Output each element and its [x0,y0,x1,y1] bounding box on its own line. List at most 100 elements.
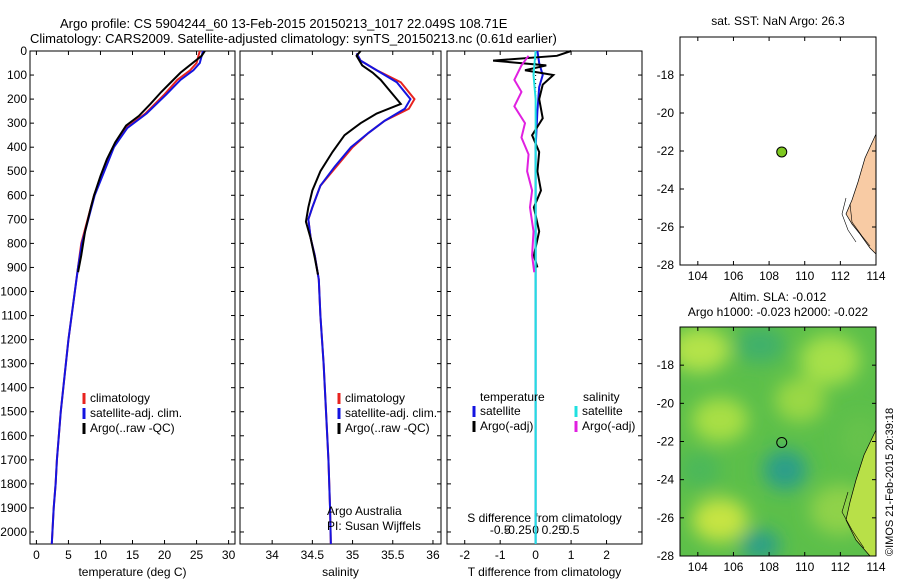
difference-top-tick-label: 0.25 [542,523,566,537]
sla_map-x-tick-label: 114 [866,560,885,574]
salinity-x-tick-label: 34.5 [301,548,325,562]
y-tick-label: 1100 [1,309,27,323]
y-tick-label: 100 [7,68,27,82]
salinity-annotation: PI: Susan Wijffels [327,519,421,533]
difference-top-tick-label: -0.5 [490,523,511,537]
salinity-series-line [307,52,416,545]
difference-legend-label: satellite [582,404,623,418]
salinity-x-tick-label: 34 [265,548,279,562]
y-tick-label: 1400 [0,381,27,395]
sst_map-y-tick-label: -24 [657,182,675,196]
difference-top-tick-label: -0.25 [504,523,532,537]
y-tick-label: 900 [7,260,27,274]
sla_map-y-tick-label: -26 [657,511,675,525]
sst_map-x-tick-label: 108 [759,269,779,283]
salinity-series-line [304,50,403,275]
sla_map-y-tick-label: -18 [657,358,675,372]
sla_map-y-tick-label: -24 [657,473,675,487]
sst-map-land [841,133,877,255]
difference-legend-title: salinity [583,390,620,404]
y-tick-label: 1700 [0,453,27,467]
sst_map-x-tick-label: 114 [866,269,885,283]
temperature-x-tick-label: 10 [94,548,108,562]
sst_map-x-tick-label: 110 [795,269,814,283]
temperature-legend-label: Argo(..raw -QC) [90,421,175,435]
salinity-series-line [307,52,412,545]
salinity-x-tick-label: 35.5 [381,548,405,562]
y-tick-label: 500 [7,164,27,178]
y-tick-label: 1500 [0,405,27,419]
salinity-legend-label: satellite-adj. clim. [345,406,437,420]
y-tick-label: 200 [7,92,27,106]
y-tick-label: 400 [7,140,27,154]
temperature-x-tick-label: 20 [158,548,172,562]
sst-argo-marker [776,146,788,158]
sla-argo-marker [776,436,788,448]
difference-legend-label: Argo(-adj) [582,419,635,433]
credit-text: ©IMOS 21-Feb-2015 20:39:18 [884,407,896,556]
sst-map-title: sat. SST: NaN Argo: 26.3 [711,14,845,28]
salinity-x-tick-label: 35 [346,548,360,562]
sla-map-field [680,327,876,556]
temperature-x-tick-label: 15 [126,548,140,562]
y-tick-label: 600 [7,188,27,202]
sst_map-y-tick-label: -28 [657,258,675,272]
salinity-annotation: Argo Australia [327,504,402,518]
sla-map-title-line2: Argo h1000: -0.023 h2000: -0.022 [688,305,868,319]
temperature-legend-label: satellite-adj. clim. [90,406,182,420]
sla_map-x-tick-label: 104 [688,560,708,574]
y-tick-label: 1200 [0,333,27,347]
difference-xlabel: T difference from climatology [468,565,622,579]
y-tick-label: 1000 [0,284,27,298]
y-tick-label: 2000 [0,525,27,539]
difference-top-tick-label: 0.5 [563,523,580,537]
difference-frame [446,50,643,545]
y-tick-label: 1600 [0,429,27,443]
difference-top-label: S difference from climatology [467,511,622,525]
difference-legend-label: satellite [480,404,521,418]
sst_map-x-tick-label: 106 [723,269,743,283]
y-tick-label: 1800 [0,477,27,491]
salinity-xlabel: salinity [322,565,359,579]
temperature-legend-label: climatology [90,391,150,405]
sst_map-y-tick-label: -26 [657,220,675,234]
temperature-xlabel: temperature (deg C) [78,565,186,579]
sst_map-y-tick-label: -22 [657,144,675,158]
temperature-x-tick-label: 30 [222,548,236,562]
temperature-x-tick-label: 0 [33,548,40,562]
sla_map-y-tick-label: -22 [657,435,675,449]
salinity-frame [239,50,442,545]
difference-x-tick-label: 1 [568,548,575,562]
y-tick-label: 1900 [0,501,27,515]
sla_map-y-tick-label: -20 [657,396,675,410]
sla-map-title-line1: Altim. SLA: -0.012 [730,290,827,304]
y-tick-label: 700 [7,212,27,226]
temperature-series-line [77,50,206,273]
sst_map-y-tick-label: -20 [657,106,675,120]
difference-series-line [532,50,537,544]
sst_map-y-tick-label: -18 [657,68,675,82]
y-tick-label: 1300 [0,357,27,371]
sst_map-x-tick-label: 104 [688,269,708,283]
difference-legend-label: Argo(-adj) [480,419,533,433]
temperature-x-tick-label: 25 [190,548,204,562]
figure-title-line2: Climatology: CARS2009. Satellite-adjuste… [30,31,557,46]
difference-x-tick-label: 0 [532,548,539,562]
y-tick-label: 0 [20,44,27,58]
difference-legend-title: temperature [480,390,545,404]
salinity-legend-label: Argo(..raw -QC) [345,421,430,435]
difference-x-tick-label: 2 [603,548,610,562]
sla_map-y-tick-label: -28 [657,549,675,563]
sla_map-x-tick-label: 108 [759,560,779,574]
salinity-x-tick-label: 36 [426,548,440,562]
y-tick-label: 300 [7,116,27,130]
sla_map-x-tick-label: 106 [723,560,743,574]
sst_map-x-tick-label: 112 [831,269,850,283]
y-tick-label: 800 [7,236,27,250]
sla_map-x-tick-label: 110 [795,560,814,574]
difference-x-tick-label: -1 [495,548,506,562]
difference-x-tick-label: -2 [459,548,470,562]
salinity-legend-label: climatology [345,391,405,405]
difference-series-line [493,50,572,268]
